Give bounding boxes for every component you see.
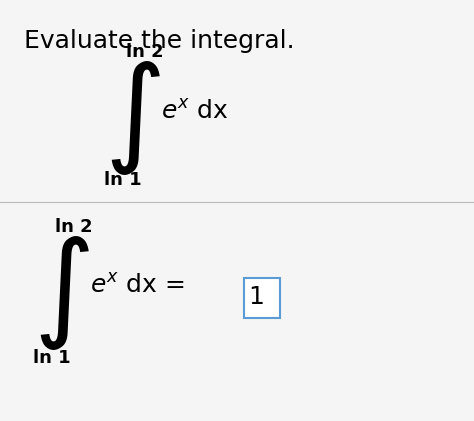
Text: 1: 1	[248, 285, 264, 309]
Text: ln 1: ln 1	[104, 171, 142, 189]
Text: Evaluate the integral.: Evaluate the integral.	[24, 29, 294, 53]
FancyBboxPatch shape	[244, 278, 280, 318]
Text: ln 2: ln 2	[126, 43, 163, 61]
Text: $\int$: $\int$	[104, 59, 161, 177]
Text: ln 2: ln 2	[55, 218, 92, 236]
Text: $e^{x}$ dx =: $e^{x}$ dx =	[90, 274, 187, 298]
Text: ln 1: ln 1	[33, 349, 71, 368]
Text: $\int$: $\int$	[33, 234, 90, 352]
Text: $e^{x}$ dx: $e^{x}$ dx	[161, 99, 228, 124]
